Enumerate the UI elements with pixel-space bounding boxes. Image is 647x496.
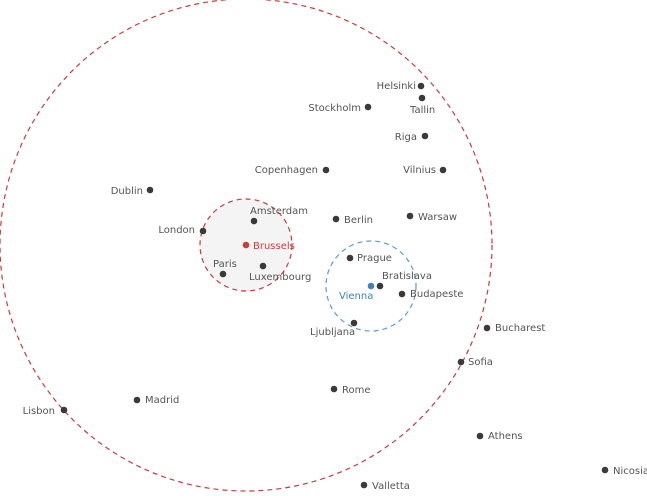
city-helsinki: Helsinki xyxy=(377,81,425,92)
city-label: Vienna xyxy=(339,291,373,302)
city-riga: Riga xyxy=(395,132,429,143)
city-marker xyxy=(259,262,267,270)
city-rome: Rome xyxy=(330,385,371,396)
city-label: Budapeste xyxy=(410,289,463,300)
city-label: Rome xyxy=(342,385,371,396)
city-marker xyxy=(406,212,414,220)
city-marker xyxy=(199,227,207,235)
city-lisbon: Lisbon xyxy=(23,406,68,417)
city-amsterdam: Amsterdam xyxy=(250,206,308,225)
city-label: Warsaw xyxy=(418,212,457,223)
city-budapeste: Budapeste xyxy=(398,289,463,300)
city-label: Prague xyxy=(357,253,392,264)
city-marker xyxy=(133,396,141,404)
city-london: London xyxy=(158,225,207,236)
city-marker xyxy=(346,254,354,262)
city-marker xyxy=(364,103,372,111)
city-luxembourg: Luxembourg xyxy=(249,262,311,283)
city-vienna: Vienna xyxy=(339,282,375,302)
city-marker xyxy=(417,82,425,90)
city-sofia: Sofia xyxy=(457,357,493,368)
city-label: Athens xyxy=(488,431,523,442)
city-vilnius: Vilnius xyxy=(403,165,447,176)
city-label: Madrid xyxy=(145,395,179,406)
city-marker xyxy=(242,241,250,249)
city-label: Amsterdam xyxy=(250,206,308,217)
city-label: Luxembourg xyxy=(249,272,311,283)
city-marker xyxy=(398,290,406,298)
city-label: Dublin xyxy=(111,186,143,197)
city-tallin: Tallin xyxy=(409,94,435,116)
city-marker xyxy=(146,186,154,194)
city-marker xyxy=(439,166,447,174)
city-marker xyxy=(60,406,68,414)
city-marker xyxy=(250,217,258,225)
city-brussels: Brussels xyxy=(242,241,295,252)
city-marker xyxy=(421,132,429,140)
city-stockholm: Stockholm xyxy=(308,103,372,114)
city-marker xyxy=(322,166,330,174)
city-ljubljana: Ljubljana xyxy=(310,319,358,338)
city-marker xyxy=(367,282,375,290)
city-madrid: Madrid xyxy=(133,395,179,406)
city-label: Paris xyxy=(213,259,237,270)
city-label: Valletta xyxy=(372,481,410,492)
city-marker xyxy=(418,94,426,102)
city-marker xyxy=(360,481,368,489)
city-label: Vilnius xyxy=(403,165,436,176)
city-marker xyxy=(350,319,358,327)
city-marker xyxy=(601,466,609,474)
city-marker xyxy=(476,432,484,440)
city-label: Helsinki xyxy=(377,81,416,92)
city-label: Copenhagen xyxy=(255,165,318,176)
city-label: Stockholm xyxy=(308,103,361,114)
city-label: London xyxy=(158,225,195,236)
city-label: Tallin xyxy=(409,105,435,116)
city-bratislava: Bratislava xyxy=(376,271,432,290)
city-berlin: Berlin xyxy=(332,215,373,226)
city-copenhagen: Copenhagen xyxy=(255,165,330,176)
city-marker xyxy=(332,215,340,223)
city-athens: Athens xyxy=(476,431,523,442)
city-paris: Paris xyxy=(213,259,237,278)
city-marker xyxy=(330,385,338,393)
city-label: Riga xyxy=(395,132,417,143)
city-warsaw: Warsaw xyxy=(406,212,457,223)
city-marker xyxy=(376,282,384,290)
city-marker xyxy=(219,270,227,278)
city-bucharest: Bucharest xyxy=(483,323,545,334)
city-label: Berlin xyxy=(344,215,373,226)
city-label: Nicosia xyxy=(613,466,647,477)
city-marker xyxy=(483,324,491,332)
city-label: Lisbon xyxy=(23,406,55,417)
cities-layer: Helsinki Tallin Stockholm Riga Copenhagen Vil… xyxy=(23,81,647,492)
city-valletta: Valletta xyxy=(360,481,410,492)
large-range-circle xyxy=(0,0,493,492)
city-dublin: Dublin xyxy=(111,186,154,197)
city-prague: Prague xyxy=(346,253,392,264)
city-label: Bucharest xyxy=(495,323,545,334)
city-label: Brussels xyxy=(253,241,295,252)
city-label: Ljubljana xyxy=(310,327,355,338)
vienna-range-circle xyxy=(325,240,417,332)
city-label: Bratislava xyxy=(382,271,432,282)
city-marker xyxy=(457,358,465,366)
city-nicosia: Nicosia xyxy=(601,466,647,477)
city-label: Sofia xyxy=(468,357,493,368)
